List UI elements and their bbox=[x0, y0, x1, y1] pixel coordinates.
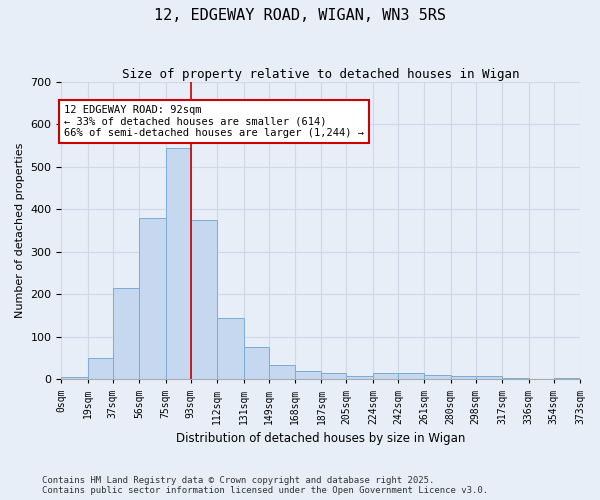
Bar bbox=[61, 378, 88, 380]
Bar bbox=[346, 376, 373, 380]
Bar bbox=[502, 378, 529, 380]
Bar bbox=[269, 364, 295, 380]
Bar bbox=[424, 375, 451, 380]
Text: 12, EDGEWAY ROAD, WIGAN, WN3 5RS: 12, EDGEWAY ROAD, WIGAN, WN3 5RS bbox=[154, 8, 446, 22]
Title: Size of property relative to detached houses in Wigan: Size of property relative to detached ho… bbox=[122, 68, 520, 80]
Bar bbox=[166, 148, 191, 380]
Bar bbox=[451, 376, 476, 380]
Bar bbox=[322, 373, 346, 380]
Bar bbox=[88, 358, 113, 380]
Bar bbox=[139, 218, 166, 380]
X-axis label: Distribution of detached houses by size in Wigan: Distribution of detached houses by size … bbox=[176, 432, 466, 445]
Bar bbox=[191, 220, 217, 380]
Text: 12 EDGEWAY ROAD: 92sqm
← 33% of detached houses are smaller (614)
66% of semi-de: 12 EDGEWAY ROAD: 92sqm ← 33% of detached… bbox=[64, 105, 364, 138]
Bar bbox=[373, 373, 398, 380]
Bar bbox=[398, 373, 424, 380]
Text: Contains HM Land Registry data © Crown copyright and database right 2025.
Contai: Contains HM Land Registry data © Crown c… bbox=[42, 476, 488, 495]
Bar bbox=[295, 371, 322, 380]
Bar bbox=[113, 288, 139, 380]
Bar bbox=[217, 318, 244, 380]
Bar bbox=[244, 348, 269, 380]
Y-axis label: Number of detached properties: Number of detached properties bbox=[15, 143, 25, 318]
Bar bbox=[476, 376, 502, 380]
Bar bbox=[554, 378, 580, 380]
